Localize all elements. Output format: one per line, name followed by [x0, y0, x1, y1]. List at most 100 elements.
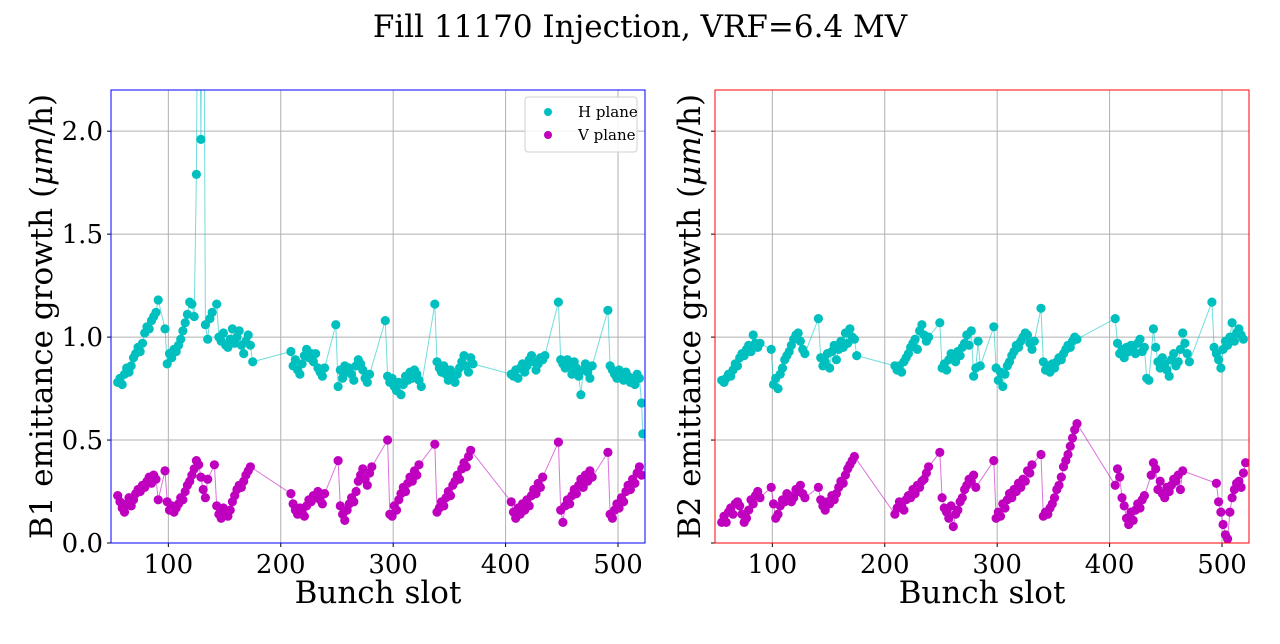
- data-point-v-plane: [466, 445, 476, 455]
- data-point-v-plane: [335, 501, 345, 511]
- data-point-v-plane: [813, 482, 824, 492]
- data-point-v-plane: [1112, 464, 1123, 474]
- data-point-h-plane: [387, 373, 397, 383]
- data-point-h-plane: [297, 359, 307, 369]
- data-point-v-plane: [944, 513, 954, 523]
- data-point-v-plane: [766, 482, 776, 492]
- data-point-h-plane: [1223, 340, 1233, 350]
- data-point-h-plane: [795, 336, 806, 346]
- data-point-h-plane: [1214, 355, 1224, 365]
- data-point-v-plane: [558, 517, 568, 528]
- data-point-v-plane: [200, 493, 210, 503]
- data-point-h-plane: [311, 349, 321, 359]
- data-point-v-plane: [603, 447, 613, 457]
- data-point-v-plane: [454, 474, 465, 484]
- data-point-h-plane: [935, 318, 945, 328]
- data-point-v-plane: [1049, 493, 1060, 503]
- data-point-h-plane: [362, 377, 372, 387]
- data-point-v-plane: [203, 474, 213, 484]
- y-tick-label: 0.5: [62, 426, 103, 456]
- data-point-h-plane: [218, 328, 228, 338]
- data-point-v-plane: [119, 507, 130, 517]
- data-point-h-plane: [463, 367, 474, 377]
- data-point-h-plane: [189, 311, 199, 322]
- data-point-h-plane: [973, 336, 983, 346]
- data-point-v-plane: [634, 462, 645, 472]
- data-point-v-plane: [1216, 507, 1226, 517]
- data-point-h-plane: [223, 342, 233, 352]
- data-point-v-plane: [957, 493, 967, 503]
- data-point-h-plane: [917, 320, 927, 330]
- data-point-h-plane: [349, 375, 359, 385]
- legend-label: V plane: [577, 126, 636, 144]
- data-point-v-plane: [1214, 497, 1224, 507]
- x-tick-label: 500: [593, 550, 643, 580]
- data-point-v-plane: [1135, 503, 1145, 513]
- data-point-v-plane: [1115, 472, 1125, 482]
- data-point-v-plane: [946, 501, 956, 511]
- data-point-h-plane: [243, 330, 253, 340]
- data-point-h-plane: [191, 169, 201, 179]
- data-point-h-plane: [638, 429, 645, 439]
- data-point-h-plane: [248, 357, 258, 367]
- data-point-h-plane: [637, 398, 645, 408]
- panel-b1: 100 200 300 400 500 0.0 0.5 1.0 1.5 2.0 Bunch slot…: [24, 89, 646, 611]
- plot-area: [717, 297, 1249, 543]
- data-point-v-plane: [351, 486, 361, 497]
- data-point-h-plane: [1169, 349, 1179, 359]
- data-point-h-plane: [1164, 371, 1174, 381]
- data-point-v-plane: [535, 482, 546, 492]
- data-point-v-plane: [1151, 464, 1161, 474]
- x-tick-label: 200: [860, 550, 910, 580]
- data-point-h-plane: [160, 324, 170, 334]
- data-point-v-plane: [971, 482, 981, 492]
- data-point-h-plane: [1182, 349, 1192, 359]
- y-axis-label: B1 emittance growth (μm/h): [24, 94, 60, 539]
- data-point-h-plane: [117, 379, 127, 390]
- data-point-v-plane: [430, 439, 440, 449]
- data-point-v-plane: [1063, 449, 1073, 460]
- data-point-h-plane: [286, 346, 296, 357]
- data-point-h-plane: [212, 299, 222, 309]
- data-point-h-plane: [245, 340, 255, 350]
- data-point-v-plane: [748, 499, 758, 509]
- y-tick-label: 1.0: [62, 323, 103, 353]
- data-point-h-plane: [748, 330, 758, 340]
- data-point-v-plane: [899, 505, 909, 515]
- data-point-h-plane: [777, 363, 788, 373]
- data-point-h-plane: [813, 314, 824, 324]
- data-point-h-plane: [178, 326, 188, 336]
- data-point-v-plane: [349, 497, 359, 507]
- x-tick-label: 500: [1197, 550, 1247, 580]
- data-point-h-plane: [1216, 363, 1226, 373]
- data-point-v-plane: [317, 499, 327, 509]
- data-point-h-plane: [1148, 324, 1158, 334]
- x-tick-label: 200: [256, 550, 306, 580]
- axes-frame: [110, 89, 646, 544]
- data-point-h-plane: [793, 328, 803, 338]
- data-point-h-plane: [295, 369, 305, 379]
- data-point-h-plane: [135, 346, 145, 357]
- x-tick-label: 100: [144, 550, 194, 580]
- y-axis-label-prefix: B2 emittance growth (: [672, 186, 708, 539]
- data-point-v-plane: [1139, 491, 1149, 501]
- data-point-h-plane: [187, 299, 197, 309]
- data-point-v-plane: [400, 486, 411, 497]
- data-point-v-plane: [1036, 449, 1046, 460]
- data-point-h-plane: [966, 326, 976, 336]
- data-point-v-plane: [153, 495, 163, 505]
- data-point-h-plane: [203, 334, 213, 344]
- data-point-v-plane: [1025, 468, 1035, 478]
- data-point-h-plane: [755, 338, 765, 348]
- data-point-h-plane: [852, 351, 862, 361]
- data-point-v-plane: [1027, 460, 1037, 470]
- data-point-v-plane: [735, 501, 745, 511]
- data-point-v-plane: [1056, 472, 1066, 482]
- data-point-h-plane: [439, 361, 449, 371]
- data-point-v-plane: [1238, 468, 1248, 478]
- y-axis-label: B2 emittance growth (μm/h): [672, 94, 708, 539]
- x-tick-label: 300: [972, 550, 1022, 580]
- data-point-h-plane: [1178, 328, 1188, 338]
- x-axis-label: Bunch slot: [899, 575, 1066, 611]
